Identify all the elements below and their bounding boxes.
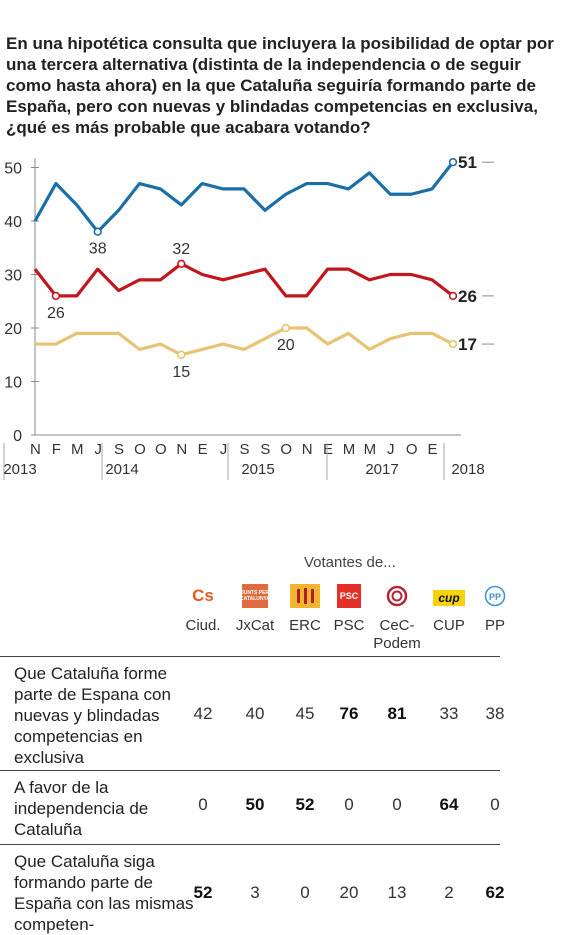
end-point-marker <box>448 339 458 349</box>
end-point-marker <box>448 291 458 301</box>
x-month-label: S <box>260 441 270 458</box>
data-point-label: 32 <box>172 241 190 258</box>
party-name: CeC- Podem <box>373 617 421 652</box>
table-cell: 76 <box>339 704 359 723</box>
x-month-label: J <box>387 441 395 458</box>
y-tick-label: 40 <box>4 214 22 231</box>
x-month-label: O <box>280 441 292 458</box>
data-point-label: 38 <box>89 241 107 258</box>
table-cell: 81 <box>387 704 407 723</box>
party-logo-psc: PSC <box>337 584 361 608</box>
x-month-label: O <box>134 441 146 458</box>
data-point-marker <box>177 259 186 269</box>
row-label: Que Cataluña siga formando parte de Espa… <box>14 852 194 934</box>
party-logo-erc <box>290 584 320 608</box>
row-separator <box>0 770 500 771</box>
table-cell: 50 <box>245 795 265 814</box>
row-separator <box>0 656 500 657</box>
table-cell: 52 <box>295 795 315 814</box>
table-cell: 3 <box>250 883 260 902</box>
table-cell: 64 <box>439 795 459 814</box>
party-logo-cec <box>385 584 409 608</box>
table-cell: 45 <box>295 704 315 723</box>
table-cell: 20 <box>339 883 359 902</box>
table-cell: 42 <box>193 704 213 723</box>
row-separator <box>0 844 500 845</box>
party-name: ERC <box>289 617 321 634</box>
data-point-marker <box>93 227 102 236</box>
x-month-label: M <box>71 441 84 458</box>
y-tick-label: 0 <box>13 428 22 445</box>
y-tick-label: 30 <box>4 268 22 285</box>
row-label: Que Cataluña forme parte de Espana con n… <box>14 664 171 767</box>
x-month-label: N <box>302 441 313 458</box>
x-month-label: S <box>114 441 124 458</box>
end-value-label: 17 <box>458 335 477 354</box>
series-line-0 <box>33 161 455 234</box>
table-cell: 0 <box>490 795 500 814</box>
end-value-label: 51 <box>458 153 477 172</box>
party-name: Ciud. <box>185 617 221 634</box>
x-month-label: E <box>428 441 438 458</box>
data-point-label: 20 <box>277 337 295 354</box>
x-month-label: M <box>343 441 356 458</box>
table-cell: 38 <box>485 704 505 723</box>
table-cell: 62 <box>485 883 505 902</box>
table-cell: 2 <box>444 883 454 902</box>
x-year-label: 2015 <box>241 461 274 478</box>
data-point-marker <box>51 291 61 301</box>
x-year-label: 2014 <box>105 461 138 478</box>
x-month-label: E <box>323 441 333 458</box>
party-logo-jxcat: JUNTS PER CATALUNYA <box>240 584 270 608</box>
party-logo-cup: cup <box>433 590 465 606</box>
y-tick-label: 50 <box>4 161 22 178</box>
row-label: A favor de la independencia de Cataluña <box>14 778 149 839</box>
table-cell: 13 <box>387 883 407 902</box>
x-month-label: N <box>176 441 187 458</box>
table-cell: 0 <box>300 883 310 902</box>
table-cell: 0 <box>392 795 402 814</box>
table-heading: Votantes de... <box>304 554 396 571</box>
party-logo-pp: PP <box>484 584 506 608</box>
y-tick-label: 10 <box>4 375 22 392</box>
table-cell: 52 <box>193 883 213 902</box>
table-cell: 40 <box>245 704 265 723</box>
party-name: PSC <box>333 617 365 634</box>
x-month-label: O <box>155 441 167 458</box>
party-name: JxCat <box>235 617 275 634</box>
x-month-label: N <box>30 441 41 458</box>
table-cell: 0 <box>198 795 208 814</box>
x-month-label: M <box>364 441 377 458</box>
series-line-2 <box>35 326 454 357</box>
data-point-marker <box>177 350 186 359</box>
x-month-label: F <box>52 441 61 458</box>
svg-text:PP: PP <box>489 592 501 602</box>
party-logo-ciud: Cs <box>192 586 214 605</box>
x-month-label: J <box>94 441 102 458</box>
chart-question: En una hipotética consulta que incluyera… <box>6 34 554 137</box>
end-point-marker <box>448 157 458 167</box>
table-cell: 0 <box>344 795 354 814</box>
series-line-1 <box>33 262 454 298</box>
data-point-label: 15 <box>172 364 190 381</box>
table-cell: 33 <box>439 704 459 723</box>
x-month-label: J <box>220 441 228 458</box>
party-name: CUP <box>433 617 465 634</box>
data-point-label: 26 <box>47 305 65 322</box>
x-year-label: 2013 <box>3 461 36 478</box>
x-year-label: 2018 <box>451 461 484 478</box>
y-tick-label: 20 <box>4 321 22 338</box>
data-point-marker <box>281 323 290 333</box>
x-month-label: E <box>198 441 208 458</box>
end-value-label: 26 <box>458 287 477 306</box>
party-name: PP <box>484 617 505 634</box>
x-month-label: O <box>406 441 418 458</box>
x-month-label: S <box>239 441 249 458</box>
x-year-label: 2017 <box>365 461 398 478</box>
